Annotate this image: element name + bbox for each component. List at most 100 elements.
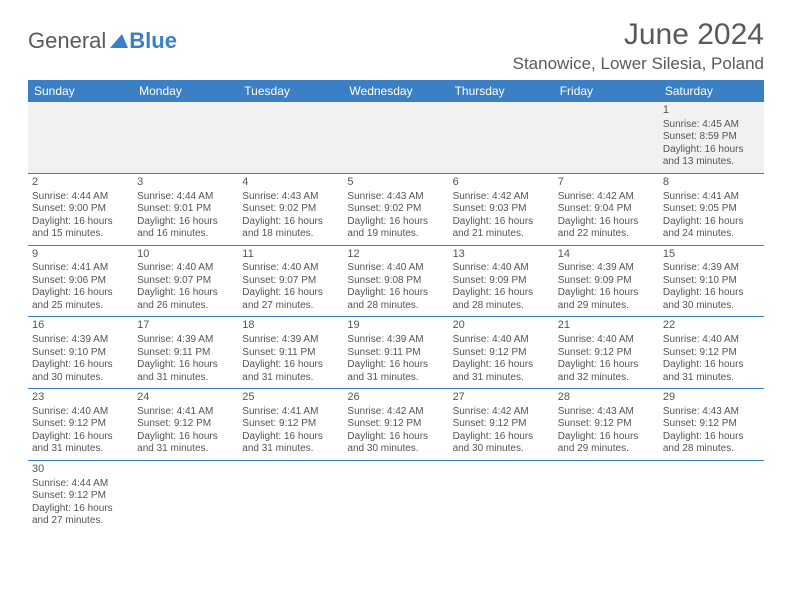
day-number: 9 [32, 248, 129, 262]
calendar-day-cell: 25Sunrise: 4:41 AMSunset: 9:12 PMDayligh… [238, 389, 343, 461]
day-info-line: Daylight: 16 hours [663, 216, 760, 229]
calendar-day-cell: 27Sunrise: 4:42 AMSunset: 9:12 PMDayligh… [449, 389, 554, 461]
day-number: 23 [32, 391, 129, 405]
day-info-line: and 27 minutes. [32, 515, 129, 528]
weekday-header-row: SundayMondayTuesdayWednesdayThursdayFrid… [28, 80, 764, 102]
day-info-line: Sunrise: 4:44 AM [32, 191, 129, 204]
day-info-line: Daylight: 16 hours [558, 216, 655, 229]
day-info-line: Sunset: 9:10 PM [32, 347, 129, 360]
day-info-line: Daylight: 16 hours [32, 431, 129, 444]
calendar-day-cell: 12Sunrise: 4:40 AMSunset: 9:08 PMDayligh… [343, 245, 448, 317]
day-info-line: Daylight: 16 hours [663, 359, 760, 372]
day-info-line: and 25 minutes. [32, 300, 129, 313]
day-info-line: and 31 minutes. [347, 372, 444, 385]
day-info-line: and 26 minutes. [137, 300, 234, 313]
calendar-day-cell: 23Sunrise: 4:40 AMSunset: 9:12 PMDayligh… [28, 389, 133, 461]
day-info-line: and 30 minutes. [663, 300, 760, 313]
day-number: 2 [32, 176, 129, 190]
weekday-header: Monday [133, 80, 238, 102]
day-number: 17 [137, 319, 234, 333]
calendar-day-cell: 3Sunrise: 4:44 AMSunset: 9:01 PMDaylight… [133, 173, 238, 245]
calendar-day-cell: 22Sunrise: 4:40 AMSunset: 9:12 PMDayligh… [659, 317, 764, 389]
day-info-line: and 30 minutes. [453, 443, 550, 456]
day-number: 24 [137, 391, 234, 405]
day-info-line: Daylight: 16 hours [453, 287, 550, 300]
day-info-line: and 13 minutes. [663, 156, 760, 169]
day-info-line: Sunset: 9:03 PM [453, 203, 550, 216]
calendar-day-cell: 7Sunrise: 4:42 AMSunset: 9:04 PMDaylight… [554, 173, 659, 245]
header: General Blue June 2024 Stanowice, Lower … [28, 18, 764, 74]
logo-text-blue: Blue [129, 28, 177, 54]
day-info-line: and 22 minutes. [558, 228, 655, 241]
day-info-line: and 30 minutes. [347, 443, 444, 456]
day-number: 30 [32, 463, 129, 477]
day-number: 12 [347, 248, 444, 262]
calendar-day-cell [28, 102, 133, 173]
day-number: 10 [137, 248, 234, 262]
day-info-line: Sunrise: 4:39 AM [32, 334, 129, 347]
day-info-line: Sunset: 9:07 PM [242, 275, 339, 288]
calendar-day-cell [133, 460, 238, 531]
month-title: June 2024 [513, 18, 764, 52]
day-info-line: Sunset: 9:09 PM [558, 275, 655, 288]
day-info-line: Sunset: 9:12 PM [453, 418, 550, 431]
day-info-line: Daylight: 16 hours [453, 359, 550, 372]
calendar-table: SundayMondayTuesdayWednesdayThursdayFrid… [28, 80, 764, 532]
day-info-line: Daylight: 16 hours [32, 359, 129, 372]
day-info-line: Sunrise: 4:43 AM [663, 406, 760, 419]
day-info-line: Daylight: 16 hours [347, 431, 444, 444]
calendar-day-cell: 4Sunrise: 4:43 AMSunset: 9:02 PMDaylight… [238, 173, 343, 245]
calendar-week-row: 2Sunrise: 4:44 AMSunset: 9:00 PM Daylight… [28, 173, 764, 245]
day-info-line: Daylight: 16 hours [137, 431, 234, 444]
calendar-day-cell [554, 102, 659, 173]
logo-text-general: General [28, 28, 106, 54]
calendar-day-cell [659, 460, 764, 531]
day-info-line: Sunset: 9:05 PM [663, 203, 760, 216]
calendar-day-cell: 19Sunrise: 4:39 AMSunset: 9:11 PMDayligh… [343, 317, 448, 389]
weekday-header: Saturday [659, 80, 764, 102]
day-info-line: Sunrise: 4:43 AM [347, 191, 444, 204]
day-info-line: and 16 minutes. [137, 228, 234, 241]
logo: General Blue [28, 28, 177, 54]
day-info-line: Sunrise: 4:39 AM [137, 334, 234, 347]
day-info-line: and 28 minutes. [453, 300, 550, 313]
day-info-line: Daylight: 16 hours [663, 287, 760, 300]
day-info-line: Sunset: 9:04 PM [558, 203, 655, 216]
calendar-day-cell: 9Sunrise: 4:41 AMSunset: 9:06 PMDaylight… [28, 245, 133, 317]
calendar-day-cell: 11Sunrise: 4:40 AMSunset: 9:07 PMDayligh… [238, 245, 343, 317]
day-info-line: Sunrise: 4:41 AM [32, 262, 129, 275]
weekday-header: Sunday [28, 80, 133, 102]
calendar-day-cell: 18Sunrise: 4:39 AMSunset: 9:11 PMDayligh… [238, 317, 343, 389]
calendar-day-cell: 20Sunrise: 4:40 AMSunset: 9:12 PMDayligh… [449, 317, 554, 389]
calendar-week-row: 16Sunrise: 4:39 AMSunset: 9:10 PMDayligh… [28, 317, 764, 389]
day-info-line: Sunset: 9:12 PM [558, 347, 655, 360]
day-info-line: Sunrise: 4:39 AM [347, 334, 444, 347]
calendar-day-cell: 29Sunrise: 4:43 AMSunset: 9:12 PMDayligh… [659, 389, 764, 461]
day-info-line: Daylight: 16 hours [453, 216, 550, 229]
logo-triangle-icon [110, 28, 128, 54]
calendar-day-cell: 1Sunrise: 4:45 AMSunset: 8:59 PMDaylight… [659, 102, 764, 173]
calendar-day-cell [238, 460, 343, 531]
day-info-line: Sunrise: 4:42 AM [453, 406, 550, 419]
day-number: 26 [347, 391, 444, 405]
day-number: 15 [663, 248, 760, 262]
day-info-line: Sunrise: 4:44 AM [32, 478, 129, 491]
day-info-line: Sunrise: 4:40 AM [453, 334, 550, 347]
day-info-line: Sunset: 9:00 PM [32, 203, 129, 216]
day-info-line: Daylight: 16 hours [242, 216, 339, 229]
day-info-line: and 31 minutes. [242, 372, 339, 385]
day-number: 3 [137, 176, 234, 190]
day-info-line: Daylight: 16 hours [347, 216, 444, 229]
day-number: 1 [663, 104, 760, 118]
title-block: June 2024 Stanowice, Lower Silesia, Pola… [513, 18, 764, 74]
day-number: 4 [242, 176, 339, 190]
day-info-line: and 31 minutes. [32, 443, 129, 456]
day-info-line: Daylight: 16 hours [137, 287, 234, 300]
day-info-line: Daylight: 16 hours [558, 359, 655, 372]
day-info-line: Sunset: 9:12 PM [453, 347, 550, 360]
day-info-line: Sunrise: 4:40 AM [242, 262, 339, 275]
day-info-line: Sunset: 9:12 PM [558, 418, 655, 431]
day-info-line: Sunrise: 4:42 AM [558, 191, 655, 204]
day-info-line: Sunset: 9:02 PM [347, 203, 444, 216]
day-info-line: Sunrise: 4:40 AM [663, 334, 760, 347]
